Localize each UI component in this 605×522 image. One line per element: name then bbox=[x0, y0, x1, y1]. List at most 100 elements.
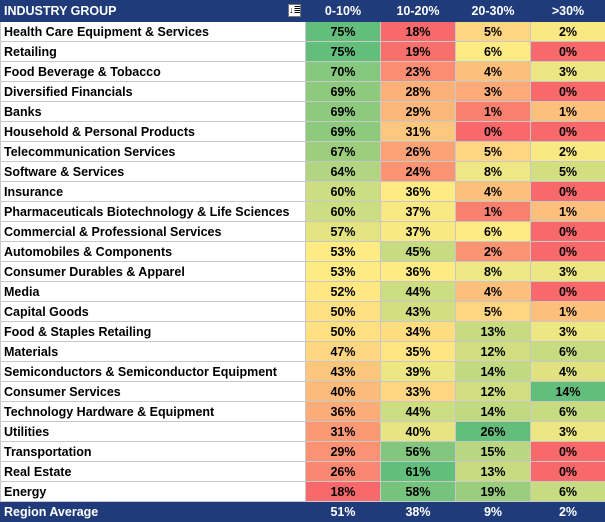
percentage-cell[interactable]: 43% bbox=[305, 361, 381, 382]
industry-group-name[interactable]: Automobiles & Components bbox=[0, 241, 306, 262]
percentage-cell[interactable]: 1% bbox=[530, 101, 605, 122]
percentage-cell[interactable]: 28% bbox=[380, 81, 456, 102]
percentage-cell[interactable]: 4% bbox=[530, 361, 605, 382]
percentage-cell[interactable]: 31% bbox=[305, 421, 381, 442]
percentage-cell[interactable]: 44% bbox=[380, 401, 456, 422]
percentage-cell[interactable]: 67% bbox=[305, 141, 381, 162]
industry-group-name[interactable]: Health Care Equipment & Services bbox=[0, 21, 306, 42]
industry-group-name[interactable]: Food & Staples Retailing bbox=[0, 321, 306, 342]
percentage-cell[interactable]: 75% bbox=[305, 41, 381, 62]
percentage-cell[interactable]: 53% bbox=[305, 261, 381, 282]
industry-group-name[interactable]: Software & Services bbox=[0, 161, 306, 182]
percentage-cell[interactable]: 2% bbox=[530, 141, 605, 162]
percentage-cell[interactable]: 29% bbox=[380, 101, 456, 122]
percentage-cell[interactable]: 18% bbox=[380, 21, 456, 42]
percentage-cell[interactable]: 36% bbox=[380, 261, 456, 282]
percentage-cell[interactable]: 61% bbox=[380, 461, 456, 482]
percentage-cell[interactable]: 69% bbox=[305, 121, 381, 142]
industry-group-name[interactable]: Food Beverage & Tobacco bbox=[0, 61, 306, 82]
percentage-cell[interactable]: 6% bbox=[530, 401, 605, 422]
percentage-cell[interactable]: 70% bbox=[305, 61, 381, 82]
percentage-cell[interactable]: 60% bbox=[305, 181, 381, 202]
industry-group-name[interactable]: Technology Hardware & Equipment bbox=[0, 401, 306, 422]
industry-group-name[interactable]: Retailing bbox=[0, 41, 306, 62]
industry-group-name[interactable]: Semiconductors & Semiconductor Equipment bbox=[0, 361, 306, 382]
percentage-cell[interactable]: 0% bbox=[530, 241, 605, 262]
industry-group-name[interactable]: Diversified Financials bbox=[0, 81, 306, 102]
percentage-cell[interactable]: 53% bbox=[305, 241, 381, 262]
percentage-cell[interactable]: 43% bbox=[380, 301, 456, 322]
percentage-cell[interactable]: 0% bbox=[530, 281, 605, 302]
percentage-cell[interactable]: 64% bbox=[305, 161, 381, 182]
percentage-cell[interactable]: 0% bbox=[530, 441, 605, 462]
column-header-10-20[interactable]: 10-20% bbox=[380, 0, 456, 22]
percentage-cell[interactable]: 69% bbox=[305, 101, 381, 122]
percentage-cell[interactable]: 34% bbox=[380, 321, 456, 342]
percentage-cell[interactable]: 57% bbox=[305, 221, 381, 242]
percentage-cell[interactable]: 52% bbox=[305, 281, 381, 302]
percentage-cell[interactable]: 0% bbox=[530, 221, 605, 242]
percentage-cell[interactable]: 14% bbox=[455, 361, 531, 382]
percentage-cell[interactable]: 5% bbox=[530, 161, 605, 182]
filter-dropdown-icon[interactable]: ↓≣ bbox=[288, 4, 302, 17]
percentage-cell[interactable]: 36% bbox=[380, 181, 456, 202]
percentage-cell[interactable]: 36% bbox=[305, 401, 381, 422]
percentage-cell[interactable]: 3% bbox=[530, 261, 605, 282]
percentage-cell[interactable]: 13% bbox=[455, 461, 531, 482]
percentage-cell[interactable]: 40% bbox=[305, 381, 381, 402]
percentage-cell[interactable]: 3% bbox=[530, 321, 605, 342]
industry-group-name[interactable]: Pharmaceuticals Biotechnology & Life Sci… bbox=[0, 201, 306, 222]
column-header-20-30[interactable]: 20-30% bbox=[455, 0, 531, 22]
percentage-cell[interactable]: 31% bbox=[380, 121, 456, 142]
percentage-cell[interactable]: 0% bbox=[530, 121, 605, 142]
percentage-cell[interactable]: 75% bbox=[305, 21, 381, 42]
percentage-cell[interactable]: 1% bbox=[455, 201, 531, 222]
percentage-cell[interactable]: 50% bbox=[305, 321, 381, 342]
percentage-cell[interactable]: 26% bbox=[380, 141, 456, 162]
percentage-cell[interactable]: 1% bbox=[455, 101, 531, 122]
percentage-cell[interactable]: 0% bbox=[530, 461, 605, 482]
percentage-cell[interactable]: 19% bbox=[380, 41, 456, 62]
percentage-cell[interactable]: 60% bbox=[305, 201, 381, 222]
industry-group-name[interactable]: Telecommunication Services bbox=[0, 141, 306, 162]
percentage-cell[interactable]: 26% bbox=[455, 421, 531, 442]
industry-group-name[interactable]: Transportation bbox=[0, 441, 306, 462]
percentage-cell[interactable]: 5% bbox=[455, 301, 531, 322]
industry-group-name[interactable]: Consumer Services bbox=[0, 381, 306, 402]
industry-group-name[interactable]: Materials bbox=[0, 341, 306, 362]
column-header-0-10[interactable]: 0-10% bbox=[305, 0, 381, 22]
percentage-cell[interactable]: 69% bbox=[305, 81, 381, 102]
percentage-cell[interactable]: 14% bbox=[455, 401, 531, 422]
percentage-cell[interactable]: 6% bbox=[530, 341, 605, 362]
percentage-cell[interactable]: 47% bbox=[305, 341, 381, 362]
percentage-cell[interactable]: 6% bbox=[455, 221, 531, 242]
percentage-cell[interactable]: 1% bbox=[530, 201, 605, 222]
percentage-cell[interactable]: 37% bbox=[380, 221, 456, 242]
percentage-cell[interactable]: 33% bbox=[380, 381, 456, 402]
percentage-cell[interactable]: 23% bbox=[380, 61, 456, 82]
percentage-cell[interactable]: 4% bbox=[455, 281, 531, 302]
percentage-cell[interactable]: 26% bbox=[305, 461, 381, 482]
industry-group-name[interactable]: Real Estate bbox=[0, 461, 306, 482]
percentage-cell[interactable]: 13% bbox=[455, 321, 531, 342]
percentage-cell[interactable]: 18% bbox=[305, 481, 381, 502]
percentage-cell[interactable]: 5% bbox=[455, 21, 531, 42]
percentage-cell[interactable]: 6% bbox=[530, 481, 605, 502]
percentage-cell[interactable]: 2% bbox=[530, 21, 605, 42]
industry-group-name[interactable]: Media bbox=[0, 281, 306, 302]
percentage-cell[interactable]: 0% bbox=[530, 81, 605, 102]
percentage-cell[interactable]: 24% bbox=[380, 161, 456, 182]
percentage-cell[interactable]: 0% bbox=[455, 121, 531, 142]
industry-group-name[interactable]: Commercial & Professional Services bbox=[0, 221, 306, 242]
percentage-cell[interactable]: 40% bbox=[380, 421, 456, 442]
industry-group-name[interactable]: Insurance bbox=[0, 181, 306, 202]
percentage-cell[interactable]: 37% bbox=[380, 201, 456, 222]
percentage-cell[interactable]: 1% bbox=[530, 301, 605, 322]
percentage-cell[interactable]: 4% bbox=[455, 181, 531, 202]
percentage-cell[interactable]: 39% bbox=[380, 361, 456, 382]
industry-group-name[interactable]: Energy bbox=[0, 481, 306, 502]
percentage-cell[interactable]: 14% bbox=[530, 381, 605, 402]
percentage-cell[interactable]: 19% bbox=[455, 481, 531, 502]
percentage-cell[interactable]: 56% bbox=[380, 441, 456, 462]
percentage-cell[interactable]: 29% bbox=[305, 441, 381, 462]
